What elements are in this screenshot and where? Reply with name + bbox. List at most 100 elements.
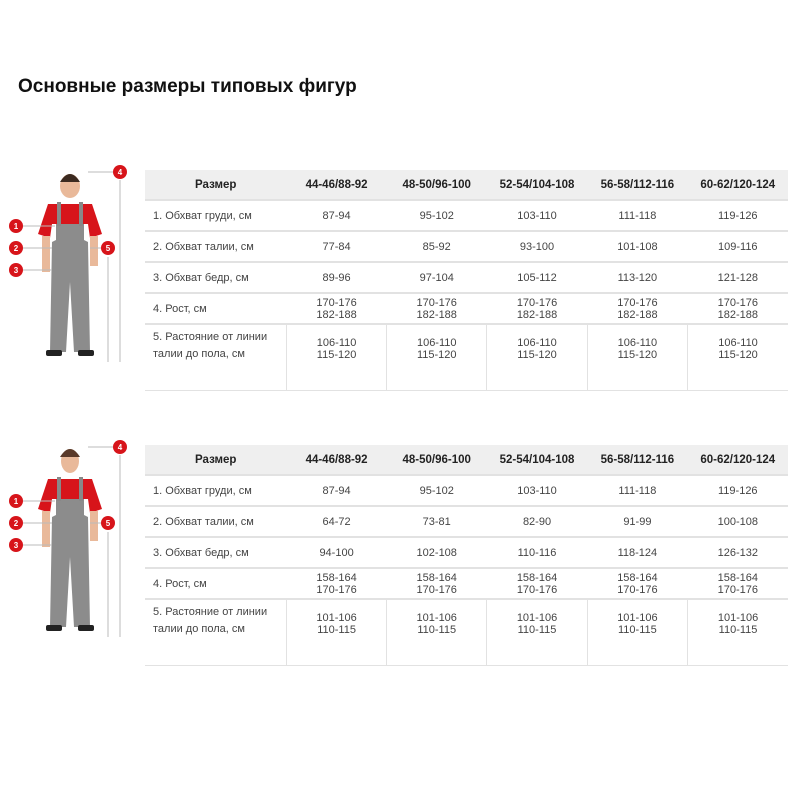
table-row-distance: 5. Растояние от линии талии до пола, см 1… (145, 323, 788, 391)
range-value: 182-188 (416, 308, 457, 321)
table-cell: 97-104 (386, 261, 487, 293)
row-label: 5. Растояние от линии талии до пола, см (145, 598, 287, 666)
table-cell: 85-92 (386, 230, 487, 262)
svg-text:2: 2 (14, 244, 19, 253)
table-cell: 64-72 (286, 505, 387, 537)
range-value: 170-176 (416, 296, 457, 309)
range-value: 115-120 (617, 349, 658, 361)
table-cell: 106-110115-120 (586, 323, 688, 391)
size-column-header: 52-54/104-108 (486, 170, 588, 200)
range-value: 101-106 (617, 612, 658, 624)
range-value: 115-120 (718, 349, 758, 361)
range-value: 170-176 (516, 583, 558, 596)
table-cell: 126-132 (687, 536, 788, 568)
table-row: 3. Обхват бедр, см 94-100 102-108 110-116 11… (145, 536, 788, 568)
svg-text:1: 1 (14, 222, 19, 231)
row-label: 3. Обхват бедр, см (145, 261, 287, 293)
range-value: 110-115 (718, 624, 758, 636)
marker-3: 3 (9, 263, 23, 277)
range-value: 106-110 (718, 337, 758, 349)
table-cell: 170-176182-188 (486, 292, 588, 324)
table-cell: 94-100 (286, 536, 387, 568)
range-value: 106-110 (517, 337, 557, 349)
table-cell: 73-81 (386, 505, 487, 537)
table-cell: 170-176182-188 (587, 292, 688, 324)
table-cell: 106-110115-120 (285, 323, 387, 391)
table-header-row: Размер 44-46/88-92 48-50/96-100 52-54/104-1… (145, 170, 788, 200)
range-value: 110-115 (317, 624, 356, 636)
svg-text:5: 5 (106, 244, 111, 253)
table-cell: 101-106110-115 (586, 598, 688, 666)
range-value: 106-110 (617, 337, 658, 349)
row-label: 5. Растояние от линии талии до пола, см (145, 323, 287, 391)
marker-5: 5 (101, 241, 115, 255)
size-column-header: 56-58/112-116 (587, 445, 688, 475)
table-row-height: 4. Рост, см 158-164170-176 158-164170-176 1… (145, 567, 788, 599)
size-label-header: Размер (145, 170, 287, 200)
size-column-header: 56-58/112-116 (587, 170, 688, 200)
table-cell: 118-124 (587, 536, 688, 568)
table-row: 2. Обхват талии, см 64-72 73-81 82-90 91-99 1… (145, 505, 788, 537)
table-cell: 103-110 (486, 474, 588, 506)
range-value: 110-115 (517, 624, 557, 636)
row-label: 4. Рост, см (145, 292, 287, 324)
table-cell: 87-94 (286, 474, 387, 506)
table-cell: 93-100 (486, 230, 588, 262)
marker-5: 5 (101, 516, 115, 530)
table-cell: 121-128 (687, 261, 788, 293)
table-cell: 119-126 (687, 474, 788, 506)
table-row: 2. Обхват талии, см 77-84 85-92 93-100 101-1… (145, 230, 788, 262)
range-value: 170-176 (717, 296, 758, 309)
table-cell: 91-99 (587, 505, 688, 537)
table-cell: 106-110115-120 (386, 323, 487, 391)
table-cell: 102-108 (386, 536, 487, 568)
range-value: 158-164 (516, 571, 558, 584)
size-column-header: 48-50/96-100 (386, 170, 487, 200)
size-label-header: Размер (145, 445, 287, 475)
size-table-woman: Размер 44-46/88-92 48-50/96-100 52-54/104-1… (145, 445, 788, 666)
man-figure-illustration: 1 2 3 4 5 (9, 165, 127, 362)
woman-figure-illustration: 1 2 3 4 5 (9, 440, 127, 637)
table-cell: 158-164170-176 (587, 567, 688, 599)
size-column-header: 48-50/96-100 (386, 445, 487, 475)
table-cell: 119-126 (687, 199, 788, 231)
range-value: 170-176 (316, 583, 357, 596)
range-value: 106-110 (316, 337, 357, 349)
table-cell: 101-106110-115 (386, 598, 487, 666)
table-cell: 170-176182-188 (286, 292, 387, 324)
marker-2: 2 (9, 241, 23, 255)
row-label: 2. Обхват талии, см (145, 230, 287, 262)
svg-text:5: 5 (106, 519, 111, 528)
table-cell: 113-120 (587, 261, 688, 293)
range-value: 110-115 (618, 624, 657, 636)
size-column-header: 44-46/88-92 (286, 445, 387, 475)
table-cell: 106-110115-120 (486, 323, 588, 391)
range-value: 170-176 (617, 583, 658, 596)
range-value: 158-164 (416, 571, 457, 584)
table-cell: 101-106110-115 (285, 598, 387, 666)
table-cell: 101-106110-115 (486, 598, 588, 666)
row-label: 1. Обхват груди, см (145, 474, 287, 506)
table-row-distance: 5. Растояние от линии талии до пола, см 1… (145, 598, 788, 666)
table-cell: 158-164170-176 (687, 567, 788, 599)
row-label: 2. Обхват талии, см (145, 505, 287, 537)
table-cell: 95-102 (386, 474, 487, 506)
table-cell: 158-164170-176 (386, 567, 487, 599)
range-value: 158-164 (617, 571, 658, 584)
table-cell: 101-108 (587, 230, 688, 262)
table-cell: 158-164170-176 (286, 567, 387, 599)
range-value: 158-164 (316, 571, 357, 584)
table-cell: 110-116 (486, 536, 588, 568)
range-value: 170-176 (717, 583, 758, 596)
range-value: 115-120 (517, 349, 557, 361)
size-column-header: 52-54/104-108 (486, 445, 588, 475)
table-cell: 109-116 (687, 230, 788, 262)
range-value: 101-106 (516, 612, 558, 624)
table-cell: 101-106110-115 (687, 598, 788, 666)
range-value: 182-188 (617, 308, 658, 321)
marker-3: 3 (9, 538, 23, 552)
page-title: Основные размеры типовых фигур (18, 76, 357, 97)
range-value: 170-176 (617, 296, 658, 309)
svg-text:3: 3 (14, 541, 19, 550)
marker-1: 1 (9, 219, 23, 233)
